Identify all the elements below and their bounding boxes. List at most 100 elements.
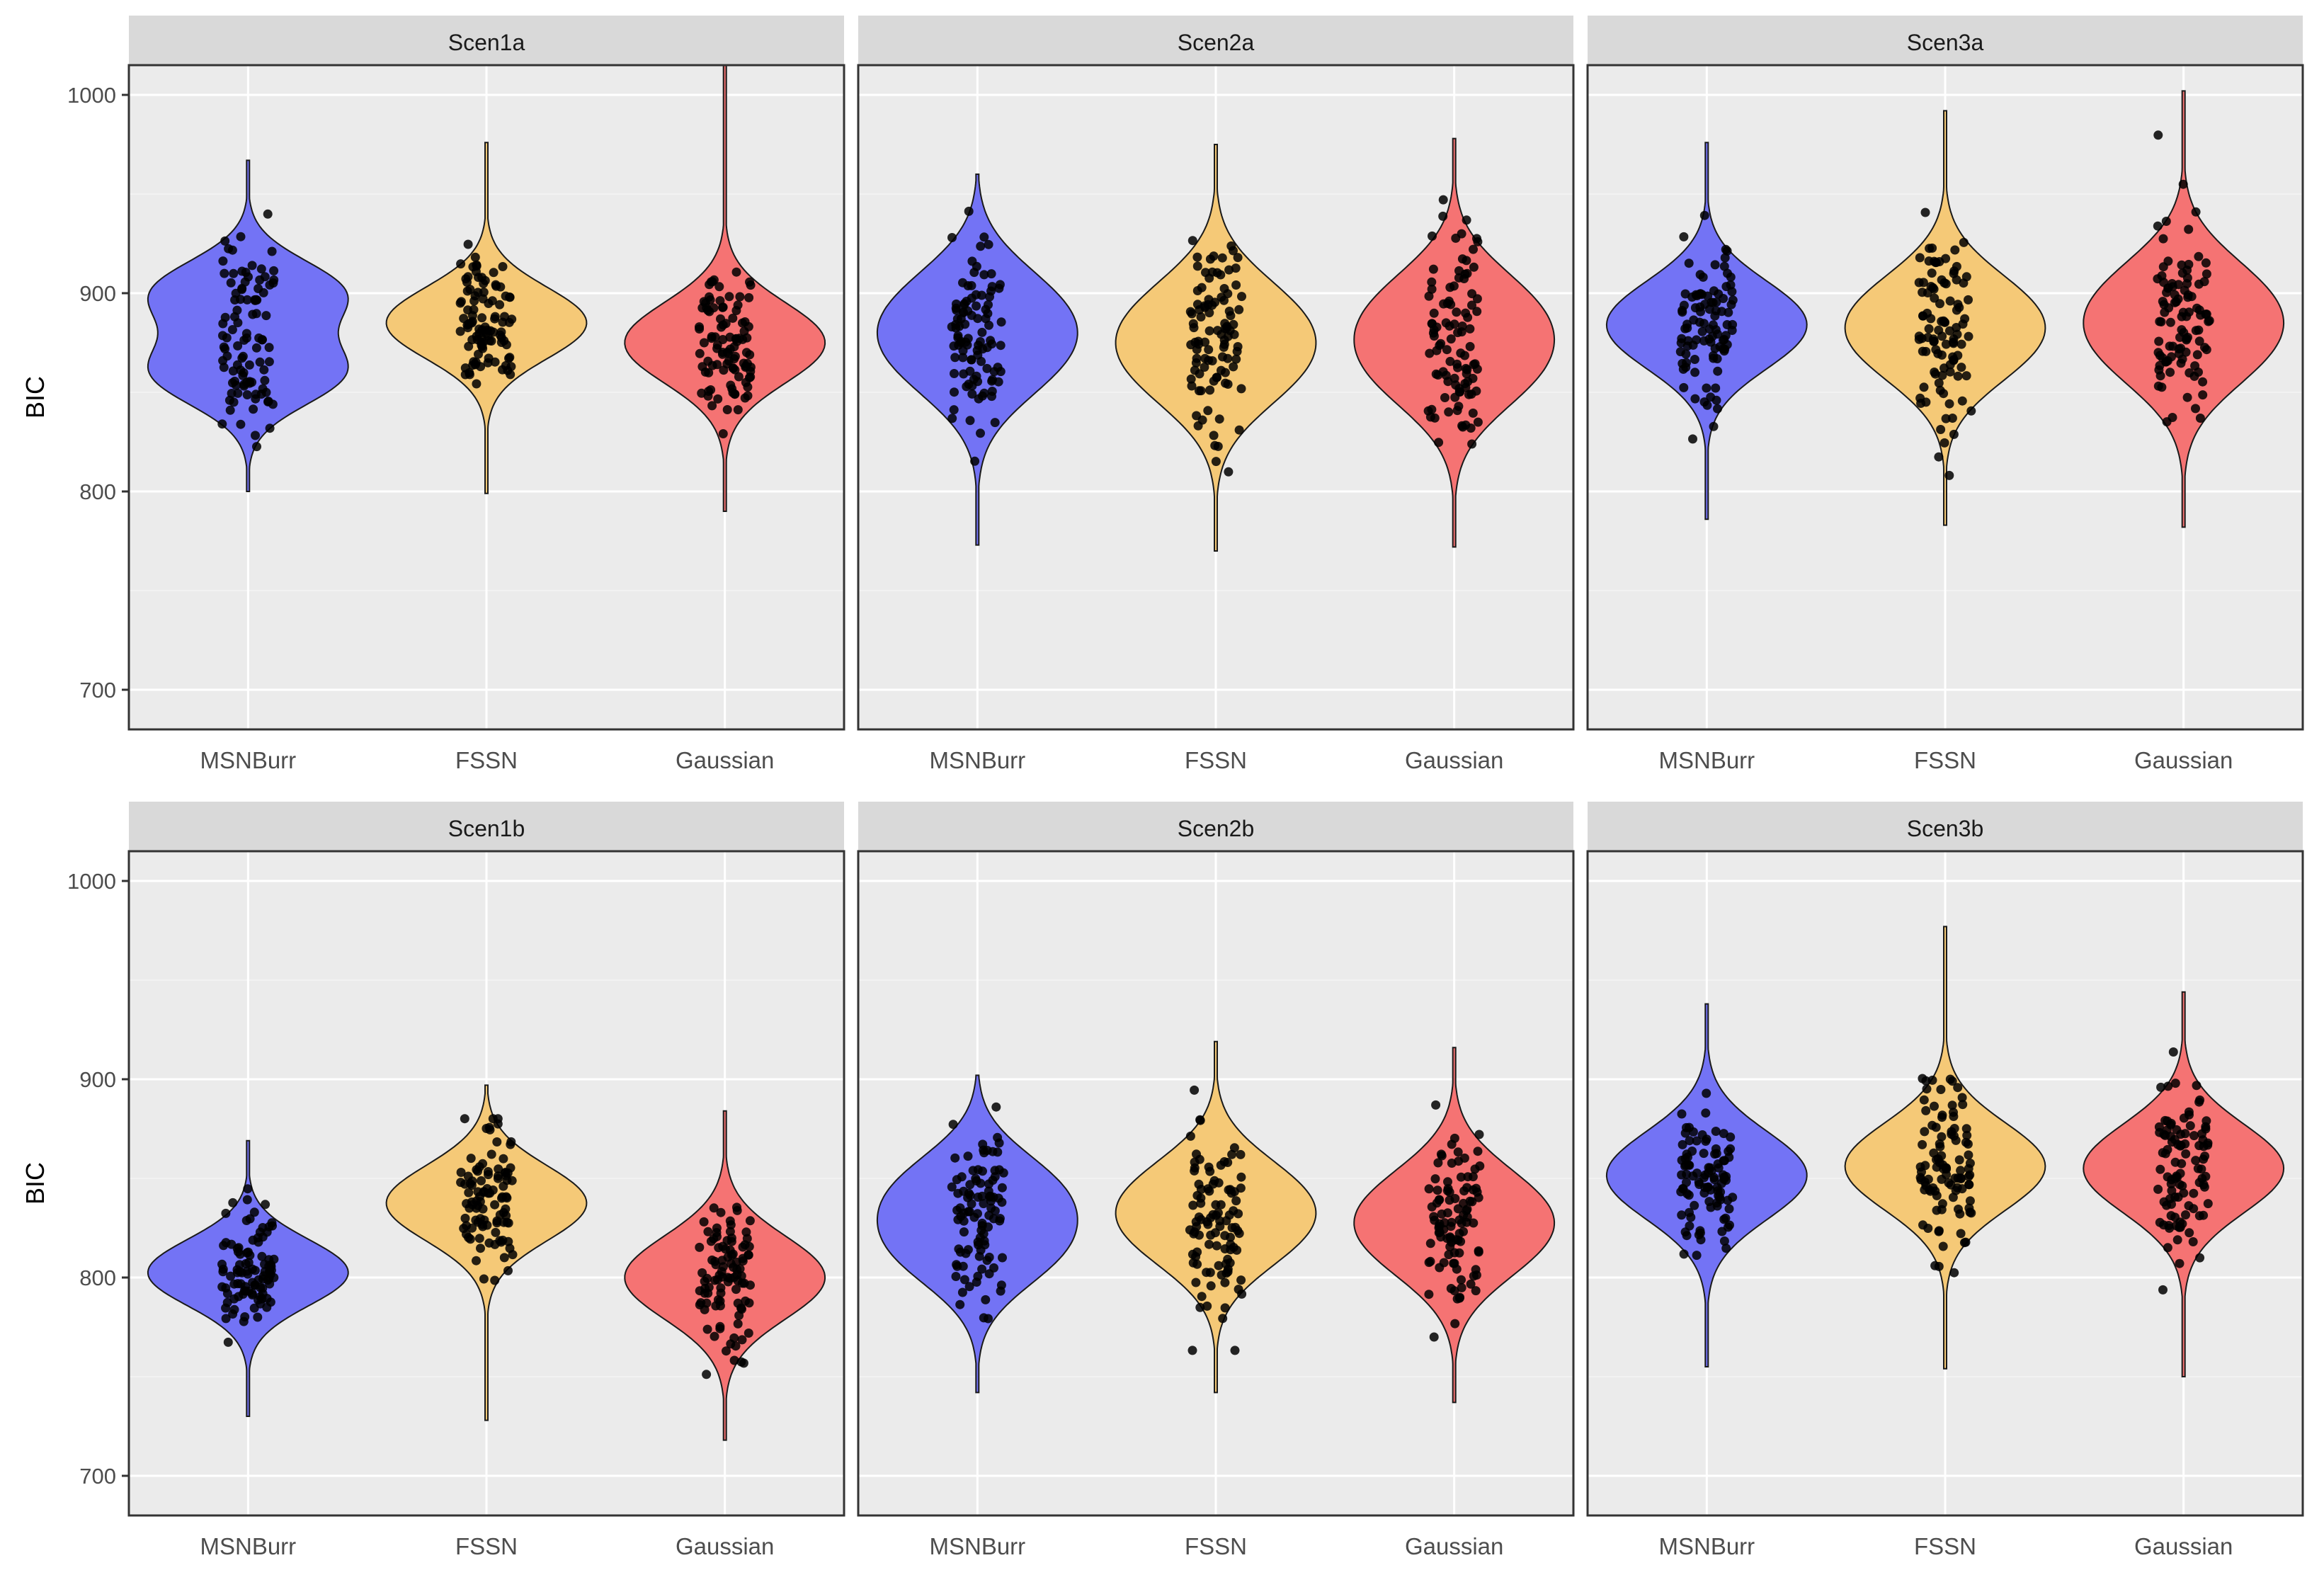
data-point — [1710, 1149, 1720, 1159]
data-point — [1713, 404, 1722, 414]
data-point — [261, 311, 271, 321]
facet-strip-label: Scen1a — [448, 30, 525, 55]
points-gaussian — [2153, 130, 2214, 427]
data-point — [264, 343, 274, 353]
data-point — [1947, 414, 1957, 423]
data-point — [1701, 1137, 1711, 1146]
data-point — [725, 1273, 735, 1283]
data-point — [236, 419, 246, 429]
data-point — [1429, 1332, 1439, 1342]
data-point — [492, 1137, 502, 1147]
data-point — [707, 401, 717, 411]
points-fssn — [1185, 236, 1246, 477]
data-point — [2184, 259, 2194, 269]
data-point — [1684, 258, 1694, 268]
data-point — [1230, 1346, 1240, 1355]
data-point — [984, 320, 993, 330]
data-point — [1957, 1093, 1967, 1103]
data-point — [2201, 269, 2211, 279]
x-tick-label: Gaussian — [676, 1533, 774, 1559]
data-point — [2164, 303, 2174, 313]
data-point — [726, 380, 736, 390]
points-gaussian — [695, 1202, 755, 1380]
data-point — [703, 1227, 713, 1236]
data-point — [507, 314, 517, 324]
data-point — [218, 319, 228, 329]
data-point — [2153, 1184, 2163, 1194]
data-point — [1192, 261, 1202, 271]
data-point — [266, 1270, 275, 1279]
data-point — [1424, 1184, 1434, 1194]
data-point — [1197, 283, 1207, 292]
data-point — [2155, 371, 2165, 381]
data-point — [227, 245, 237, 255]
data-point — [697, 1268, 707, 1278]
data-point — [2156, 1082, 2166, 1092]
data-point — [731, 306, 741, 315]
data-point — [229, 268, 239, 278]
data-point — [2166, 1211, 2176, 1221]
data-point — [1467, 289, 1477, 299]
data-point — [730, 351, 740, 361]
data-point — [710, 332, 720, 342]
data-point — [506, 362, 516, 372]
y-axis-title: BIC — [21, 1162, 50, 1205]
data-point — [1956, 339, 1966, 349]
data-point — [1452, 406, 1462, 416]
data-point — [244, 1247, 253, 1257]
data-point — [255, 357, 265, 367]
data-point — [1723, 1195, 1733, 1205]
data-point — [1684, 1190, 1694, 1200]
data-point — [1922, 1084, 1932, 1094]
data-point — [1921, 1105, 1931, 1115]
violin-msnburr — [147, 159, 349, 492]
data-point — [963, 1151, 973, 1161]
data-point — [465, 370, 474, 380]
data-point — [2199, 1210, 2209, 1220]
data-point — [489, 268, 499, 278]
data-point — [468, 360, 478, 370]
data-point — [744, 1298, 754, 1308]
data-point — [1432, 322, 1442, 332]
data-point — [974, 394, 984, 404]
data-point — [1446, 1284, 1456, 1293]
data-point — [261, 1200, 270, 1210]
data-point — [2153, 221, 2163, 231]
data-point — [990, 418, 1000, 428]
panel-border — [857, 64, 1575, 731]
data-point — [1944, 326, 1954, 336]
violin-msnburr — [876, 1074, 1078, 1394]
data-point — [1914, 278, 1924, 288]
data-point — [247, 261, 257, 271]
data-point — [1710, 311, 1720, 321]
data-point — [1955, 1209, 1965, 1219]
y-axis-title: BIC — [21, 376, 50, 419]
x-tick-label: Gaussian — [1405, 1533, 1503, 1559]
facet-strip-label: Scen2a — [1178, 30, 1255, 55]
data-point — [1429, 308, 1439, 318]
data-point — [2193, 1164, 2203, 1173]
data-point — [745, 1216, 755, 1226]
data-point — [218, 1264, 228, 1274]
data-point — [1434, 438, 1444, 448]
x-tick-label: FSSN — [1185, 747, 1247, 773]
data-point — [218, 331, 227, 341]
data-point — [1949, 1124, 1959, 1133]
data-point — [1192, 1259, 1202, 1269]
data-point — [1434, 1195, 1444, 1205]
data-point — [460, 1114, 469, 1124]
data-point — [496, 1237, 506, 1247]
data-point — [715, 1296, 725, 1306]
data-point — [996, 341, 1006, 351]
data-point — [991, 1102, 1001, 1112]
data-point — [1434, 1223, 1444, 1233]
data-point — [728, 388, 738, 397]
data-point — [247, 1290, 257, 1299]
data-point — [1219, 1157, 1229, 1166]
data-point — [1724, 1204, 1734, 1214]
data-point — [465, 285, 475, 295]
data-point — [1451, 1235, 1461, 1245]
data-point — [1953, 371, 1963, 381]
data-point — [1220, 1278, 1230, 1287]
